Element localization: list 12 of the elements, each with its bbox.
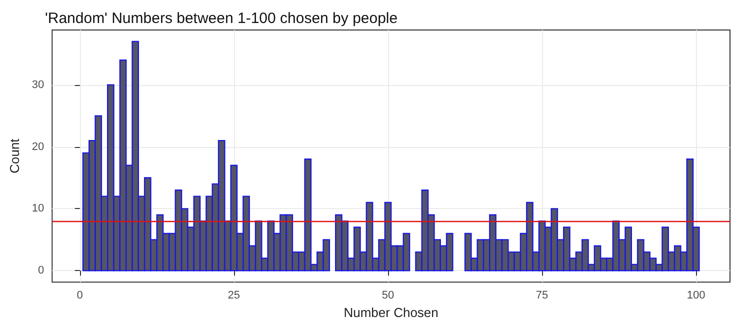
x-tick-label: 50 [382,290,394,302]
y-tick-label: 20 [32,140,44,153]
y-tick-label: 10 [32,202,44,215]
x-tick-label: 100 [686,290,706,302]
y-axis-title: Count [7,138,22,174]
x-tick-label: 75 [536,290,548,302]
x-axis-title: Number Chosen [344,305,438,320]
y-tick-label: 30 [32,78,44,91]
x-tick-label: 0 [76,290,83,302]
y-tick-label: 0 [38,264,44,277]
chart-title: 'Random' Numbers between 1-100 chosen by people [45,10,398,27]
x-tick-label: 25 [228,290,240,302]
